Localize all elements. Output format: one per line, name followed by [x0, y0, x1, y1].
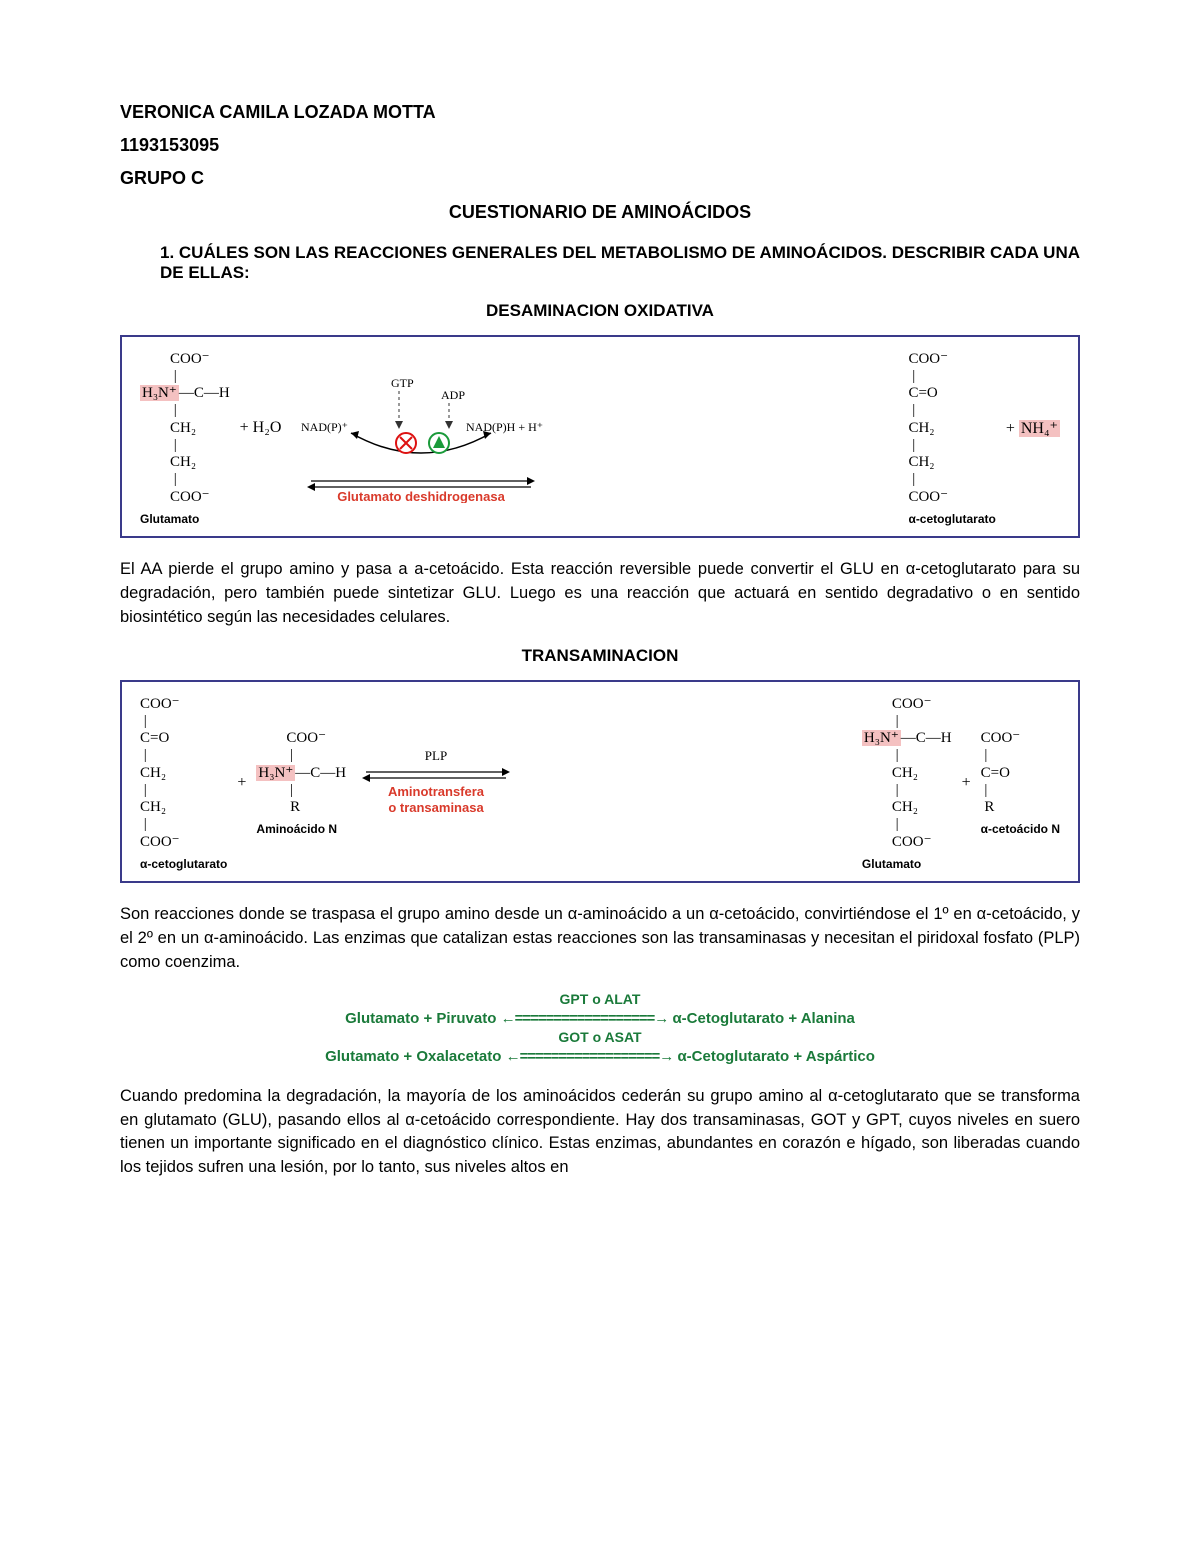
- reaction-arrows-icon: GTP ADP NAD(P)⁺ NAD(P)H + H⁺: [291, 373, 551, 503]
- document-title: CUESTIONARIO DE AMINOÁCIDOS: [120, 202, 1080, 223]
- eq1-left: Glutamato + Piruvato: [345, 1010, 496, 1027]
- author-id: 1193153095: [120, 133, 1080, 158]
- question-1: 1. CUÁLES SON LAS REACCIONES GENERALES D…: [160, 243, 1080, 283]
- eq2-right: α-Cetoglutarato + Aspártico: [677, 1048, 874, 1065]
- glutamate-molecule-2: COO⁻ | H₃N⁺—C—H | CH₂ | CH₂ | COO⁻ Gluta…: [862, 696, 952, 871]
- akg-molecule-2: COO⁻ | C=O | CH₂ | CH₂ | COO⁻ α-cetoglut…: [140, 696, 227, 871]
- author-group: GRUPO C: [120, 166, 1080, 191]
- author-name: VERONICA CAMILA LOZADA MOTTA: [120, 100, 1080, 125]
- plp-label: PLP: [425, 748, 447, 763]
- eq1-arrow: ←==================→: [501, 1010, 669, 1027]
- eq2-left: Glutamato + Oxalacetato: [325, 1048, 501, 1065]
- eq1-right: α-Cetoglutarato + Alanina: [672, 1010, 854, 1027]
- enzyme-2a: Aminotransfera: [388, 784, 485, 799]
- plus-nh4: + NH₄⁺: [1006, 418, 1060, 438]
- section1-heading: DESAMINACION OXIDATIVA: [120, 301, 1080, 321]
- final-paragraph: Cuando predomina la degradación, la mayo…: [120, 1085, 1080, 1181]
- ketoacid-n-label: α-cetoácido N: [981, 822, 1060, 836]
- akg-label-2: α-cetoglutarato: [140, 857, 227, 871]
- section2-heading: TRANSAMINACION: [120, 646, 1080, 666]
- transamination-diagram: COO⁻ | C=O | CH₂ | CH₂ | COO⁻ α-cetoglut…: [120, 680, 1080, 883]
- glutamate-molecule: COO⁻ | H₃N⁺—C—H | CH₂ | CH₂ | COO⁻ Gluta…: [140, 351, 230, 526]
- ketoacid-n-molecule: COO⁻ | C=O | R α-cetoácido N: [981, 730, 1060, 836]
- alpha-ketoglutarate-molecule: COO⁻ | C=O | CH₂ | CH₂ | COO⁻ α-cetoglut…: [908, 351, 995, 526]
- nadp-left: NAD(P)⁺: [301, 420, 348, 434]
- gpt-label: GPT o ALAT: [560, 991, 641, 1007]
- reaction-arrows-2-icon: PLP Aminotransfera o transaminasa: [356, 738, 516, 828]
- enzyme-label: Glutamato deshidrogenasa: [338, 489, 506, 503]
- transaminase-equations: GPT o ALAT Glutamato + Piruvato ←=======…: [180, 991, 1020, 1065]
- deamination-diagram: COO⁻ | H₃N⁺—C—H | CH₂ | CH₂ | COO⁻ Gluta…: [120, 335, 1080, 538]
- adp-label: ADP: [441, 388, 465, 402]
- glutamate-label-2: Glutamato: [862, 857, 952, 871]
- section1-paragraph: El AA pierde el grupo amino y pasa a a-c…: [120, 558, 1080, 630]
- gtp-label: GTP: [391, 376, 414, 390]
- aminoacid-n-molecule: COO⁻ | H₃N⁺—C—H | R Aminoácido N: [256, 730, 346, 836]
- reaction-center-2: PLP Aminotransfera o transaminasa: [356, 738, 852, 828]
- nadp-right: NAD(P)H + H⁺: [466, 420, 543, 434]
- aminoacid-n-label: Aminoácido N: [256, 822, 346, 836]
- glutamate-label: Glutamato: [140, 512, 230, 526]
- enzyme-2b: o transaminasa: [388, 800, 484, 815]
- plus-1: +: [237, 774, 246, 792]
- eq2-arrow: ←==================→: [506, 1048, 674, 1065]
- got-label: GOT o ASAT: [558, 1029, 641, 1045]
- section2-paragraph: Son reacciones donde se traspasa el grup…: [120, 903, 1080, 975]
- document-page: VERONICA CAMILA LOZADA MOTTA 1193153095 …: [0, 0, 1200, 1553]
- reaction-center: GTP ADP NAD(P)⁺ NAD(P)H + H⁺: [291, 373, 898, 503]
- plus-h2o: + H₂O: [240, 419, 282, 437]
- akg-label: α-cetoglutarato: [908, 512, 995, 526]
- plus-2: +: [962, 774, 971, 792]
